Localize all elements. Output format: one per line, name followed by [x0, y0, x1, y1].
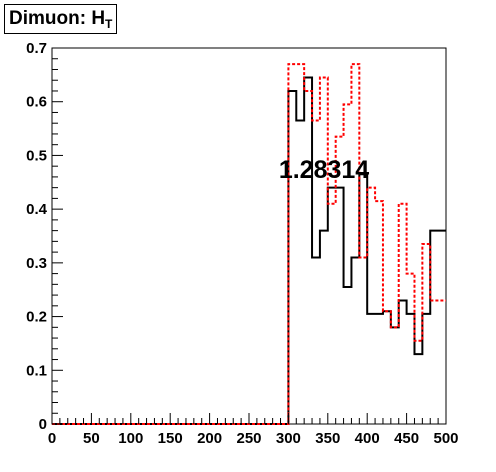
x-tick-label: 50	[83, 430, 100, 447]
y-tick-label: 0.4	[26, 201, 48, 218]
x-tick-label: 450	[394, 430, 419, 447]
x-tick-label: 150	[158, 430, 183, 447]
x-tick-label: 300	[276, 430, 301, 447]
x-tick-label: 250	[236, 430, 261, 447]
y-tick-label: 0.6	[26, 94, 47, 111]
histogram-series-2-line	[52, 63, 446, 425]
y-tick-label: 0.5	[26, 147, 47, 164]
annotation-label: 1.28314	[279, 156, 369, 184]
y-tick-label: 0.7	[26, 40, 47, 57]
y-tick-label: 0	[39, 416, 47, 433]
y-tick-label: 0.2	[26, 309, 47, 326]
x-tick-label: 0	[48, 430, 56, 447]
chart-title-subscript: T	[105, 17, 113, 31]
y-tick-label: 0.3	[26, 255, 47, 272]
x-tick-label: 350	[315, 430, 340, 447]
x-tick-label: 400	[355, 430, 380, 447]
histogram-series-1-line	[52, 76, 446, 425]
plot-frame	[51, 47, 447, 425]
x-tick-label: 100	[118, 430, 143, 447]
x-tick-label: 500	[433, 430, 458, 447]
axes-group: 0 50 100 150 200 250 300 350 400 450 500 0 0.1 0.2 0.3…	[26, 40, 458, 447]
y-tick-label: 0.1	[26, 362, 47, 379]
chart-title-text: Dimuon: H	[9, 8, 106, 29]
chart-title: Dimuon: HT	[4, 4, 118, 34]
x-tick-label: 200	[197, 430, 222, 447]
histogram-series-group	[52, 63, 446, 425]
